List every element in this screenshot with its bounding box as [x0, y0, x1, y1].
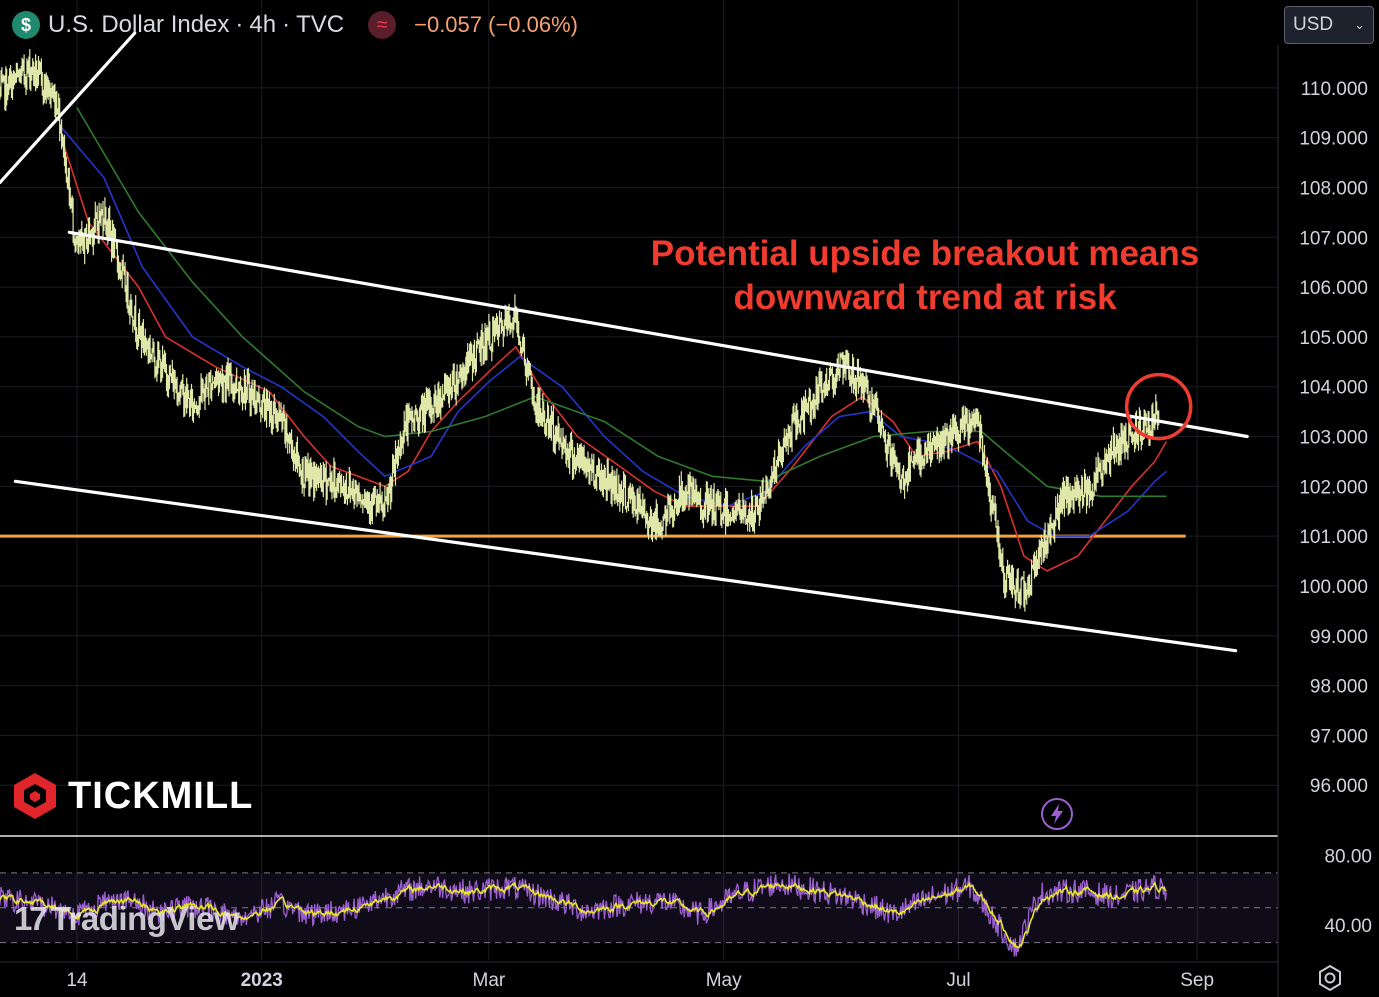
tickmill-wordmark: TICKMILL: [68, 774, 254, 817]
time-tick-label: 2023: [241, 970, 283, 991]
annotation-line-1: Potential upside breakout means: [650, 234, 1200, 273]
wave-icon[interactable]: ≈: [368, 11, 397, 39]
tradingview-logo: 17 TradingView: [14, 900, 240, 938]
chevron-down-icon: ⌄: [1354, 17, 1365, 32]
currency-value: USD: [1293, 14, 1334, 35]
ema-mid-line: [60, 127, 1167, 537]
source-label: TVC: [296, 11, 345, 38]
chart-header: $ U.S. Dollar Index · 4h · TVC ≈ −0.057 …: [12, 8, 578, 42]
price-tick-label: 97.000: [1310, 726, 1368, 747]
ema-slow-line: [76, 107, 1167, 498]
breakout-circle: [1124, 372, 1193, 441]
tradingview-wordmark: TradingView: [50, 900, 240, 937]
price-tick-label: 104.000: [1299, 378, 1368, 399]
price-tick-label: 102.000: [1299, 477, 1368, 498]
channel-line-2: [13, 479, 1238, 653]
price-tick-label: 96.000: [1310, 776, 1368, 797]
dollar-icon: $: [12, 11, 40, 39]
price-tick-label: 107.000: [1299, 228, 1368, 249]
channel-line-3: [0, 31, 137, 185]
price-tick-label: 98.000: [1310, 677, 1368, 698]
price-tick-label: 108.000: [1299, 178, 1368, 199]
tradingview-mark-icon: 17: [14, 900, 48, 937]
annotation-text: Potential upside breakout means downward…: [600, 232, 1250, 320]
rsi-tick-label: 80.00: [1324, 846, 1372, 867]
price-tick-label: 99.000: [1310, 627, 1368, 648]
chart-axes: 110.000 109.000 108.000 107.000 106.000 105.0…: [0, 45, 1372, 997]
time-tick-label: 14: [66, 970, 88, 991]
annotation-line-2: downward trend at risk: [733, 278, 1117, 317]
price-change: −0.057 (−0.06%): [414, 12, 579, 37]
ema-fast-line: [60, 137, 1168, 572]
price-tick-label: 100.000: [1299, 577, 1368, 598]
price-tick-label: 109.000: [1299, 129, 1368, 150]
time-tick-label: Mar: [473, 970, 506, 991]
time-tick-label: Jul: [946, 970, 970, 991]
chart-series: [0, 31, 1249, 957]
time-tick-label: Sep: [1180, 970, 1214, 991]
tickmill-mark-icon: [14, 773, 56, 819]
price-tick-label: 105.000: [1299, 328, 1368, 349]
rsi-smoothed-line: [0, 880, 1167, 949]
price-tick-label: 106.000: [1299, 278, 1368, 299]
price-tick-label: 110.000: [1301, 79, 1368, 100]
settings-gear-icon[interactable]: [1316, 964, 1344, 992]
time-tick-label: May: [706, 970, 742, 991]
rsi-tick-label: 40.00: [1324, 916, 1372, 937]
interval-label[interactable]: 4h: [249, 11, 277, 38]
channel-line-1: [67, 230, 1249, 439]
tickmill-logo: TICKMILL: [12, 768, 253, 824]
price-tick-label: 103.000: [1299, 428, 1368, 449]
currency-select[interactable]: USD ⌄: [1284, 6, 1374, 44]
price-tick-label: 101.000: [1299, 527, 1368, 548]
lightning-icon[interactable]: [1040, 797, 1074, 831]
symbol-title[interactable]: U.S. Dollar Index: [48, 11, 230, 38]
